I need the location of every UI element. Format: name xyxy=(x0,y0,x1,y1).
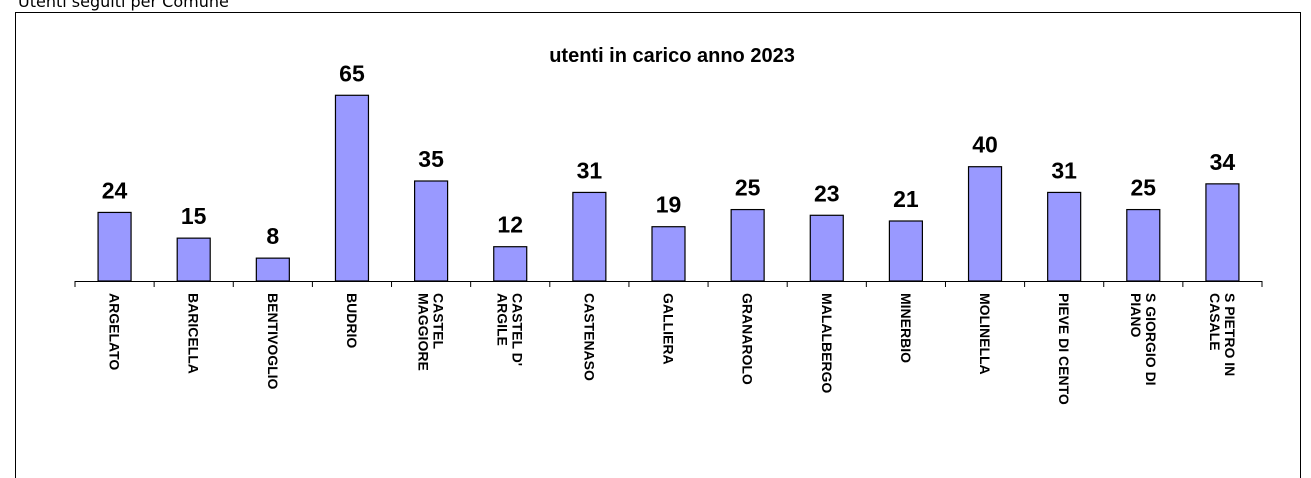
data-label: 25 xyxy=(735,175,761,201)
bar xyxy=(730,208,765,282)
x-tick-label: S GIORGIO DI PIANO xyxy=(1128,293,1159,389)
bar xyxy=(1047,191,1082,282)
bar xyxy=(334,94,370,282)
x-tick-label: BENTIVOGLIO xyxy=(265,293,281,390)
x-tick-label: BARICELLA xyxy=(186,293,202,374)
x-tick-label: S PIETRO IN CASALE xyxy=(1207,293,1238,380)
data-label: 12 xyxy=(497,212,523,238)
data-label: 31 xyxy=(577,157,603,183)
heading: Utenti seguiti per Comune xyxy=(18,0,229,11)
bar xyxy=(493,246,528,282)
x-tick-label: CASTEL MAGGIORE xyxy=(416,293,447,371)
bar xyxy=(809,214,844,282)
data-label: 19 xyxy=(656,192,682,218)
data-label: 21 xyxy=(893,186,919,212)
bar xyxy=(176,237,211,282)
data-label: 34 xyxy=(1210,149,1236,175)
bar xyxy=(414,180,449,282)
chart-title: utenti in carico anno 2023 xyxy=(549,45,795,67)
bar xyxy=(97,211,132,282)
x-tick-label: GALLIERA xyxy=(661,293,677,365)
data-label: 40 xyxy=(972,132,998,158)
bar xyxy=(967,166,1003,282)
x-tick-label: MALALBERGO xyxy=(819,293,835,393)
bar xyxy=(572,191,607,282)
data-label: 65 xyxy=(339,60,365,86)
x-tick-label: MINERBIO xyxy=(898,293,914,363)
bar xyxy=(651,226,686,282)
data-label: 35 xyxy=(418,146,444,172)
bar xyxy=(1205,183,1240,282)
x-tick-label: CASTEL D' ARGILE xyxy=(495,293,526,370)
data-label: 31 xyxy=(1051,157,1077,183)
bar xyxy=(255,257,290,282)
bar xyxy=(888,220,924,282)
x-tick-label: GRANAROLO xyxy=(740,293,756,385)
data-label: 23 xyxy=(814,180,840,206)
data-label: 15 xyxy=(181,203,207,229)
data-label: 24 xyxy=(102,177,128,203)
data-label: 25 xyxy=(1131,175,1157,201)
x-tick-label: CASTENASO xyxy=(581,293,597,381)
data-label: 8 xyxy=(266,223,279,249)
chart-frame xyxy=(15,12,1301,478)
x-tick-label: ARGELATO xyxy=(107,293,123,370)
x-tick-label: PIEVE DI CENTO xyxy=(1056,293,1072,405)
bar xyxy=(1126,208,1161,282)
x-tick-label: MOLINELLA xyxy=(977,293,993,375)
x-tick-label: BUDRIO xyxy=(344,293,360,348)
